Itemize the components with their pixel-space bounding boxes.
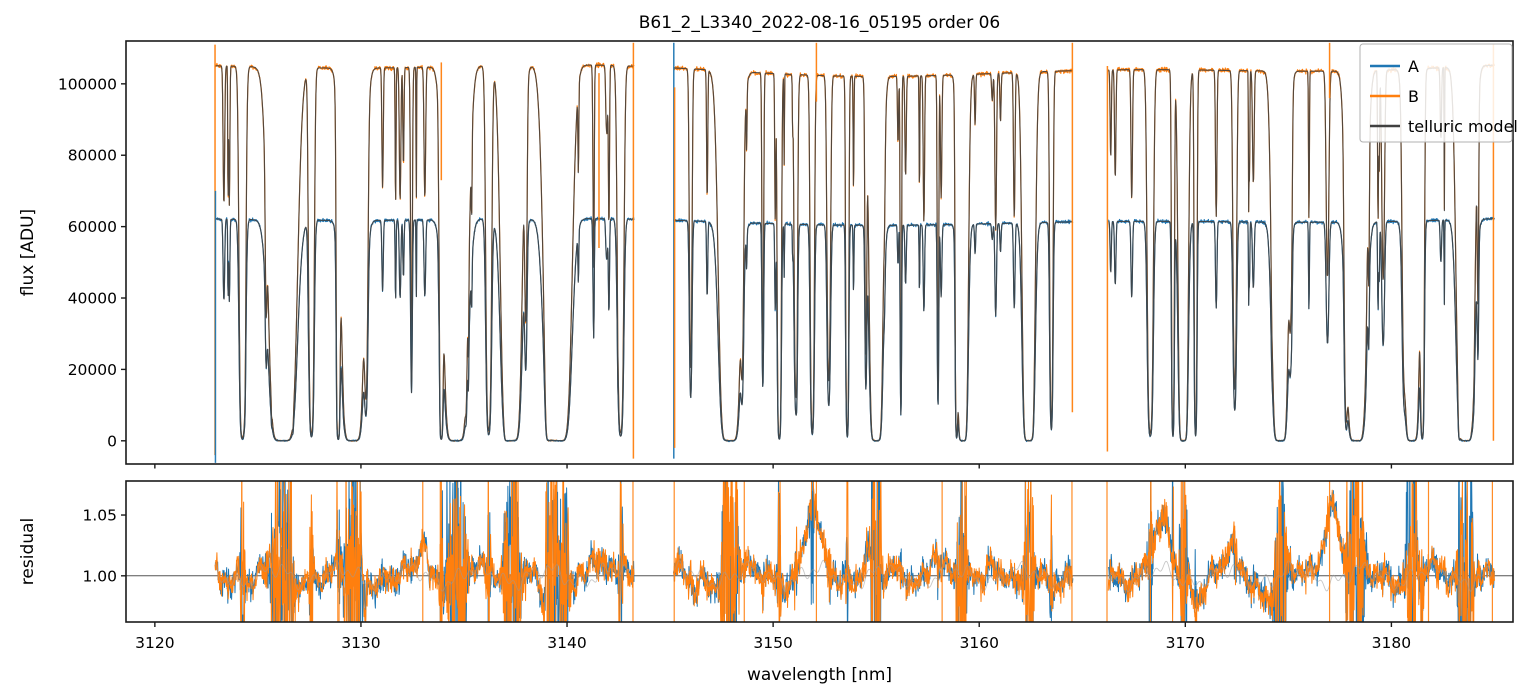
residual-curve-telluric	[1107, 559, 1495, 593]
flux-curve-telluric-A	[1108, 218, 1495, 442]
flux-ytick-label: 60000	[68, 218, 117, 236]
residual-xtick-label: 3130	[341, 634, 380, 652]
page-title: B61_2_L3340_2022-08-16_05195 order 06	[639, 13, 1001, 33]
residual-ytick-label: 1.00	[82, 567, 117, 585]
flux-ytick-label: 0	[107, 432, 117, 450]
flux-curve-telluric-A	[673, 219, 1074, 442]
residual-curve-B	[1107, 481, 1495, 622]
flux-panel: 0 20000 40000 60000 80000 100000 flux [ADU]	[18, 40, 1514, 469]
legend-label: telluric model	[1408, 117, 1518, 136]
legend-label: A	[1408, 57, 1419, 76]
residual-curve-telluric	[214, 559, 635, 592]
residual-curve-B	[214, 481, 635, 622]
residual-xtick-label: 3160	[959, 634, 998, 652]
legend-box	[1359, 43, 1513, 143]
residual-series-group	[126, 481, 1513, 622]
residual-xtick-label: 3140	[547, 634, 586, 652]
legend-label: B	[1408, 87, 1419, 106]
residual-ytick-label: 1.05	[82, 507, 117, 525]
flux-ytick-label: 20000	[68, 361, 117, 379]
flux-ytick-label: 40000	[68, 290, 117, 308]
flux-ylabel: flux [ADU]	[18, 209, 38, 296]
residual-xtick-label: 3180	[1372, 634, 1411, 652]
residual-axes-frame	[125, 480, 1514, 623]
flux-ytick-label: 100000	[58, 75, 117, 93]
residual-curve-B	[673, 481, 1073, 622]
flux-series-group	[214, 42, 1496, 463]
flux-ytick-label: 80000	[68, 147, 117, 165]
residual-ylabel: residual	[18, 518, 38, 585]
residual-xtick-label: 3120	[135, 634, 174, 652]
flux-curve-telluric-A	[214, 218, 635, 442]
residual-xtick-label: 3150	[753, 634, 792, 652]
residual-xtick-label: 3170	[1166, 634, 1205, 652]
residual-xlabel: wavelength [nm]	[747, 665, 892, 685]
residual-curve-telluric	[673, 559, 1074, 593]
flux-axes-frame	[125, 40, 1514, 465]
residual-panel: 1.00 1.05 3120 3130 3140 3150 3160 3170 3180 resi…	[18, 480, 1514, 685]
